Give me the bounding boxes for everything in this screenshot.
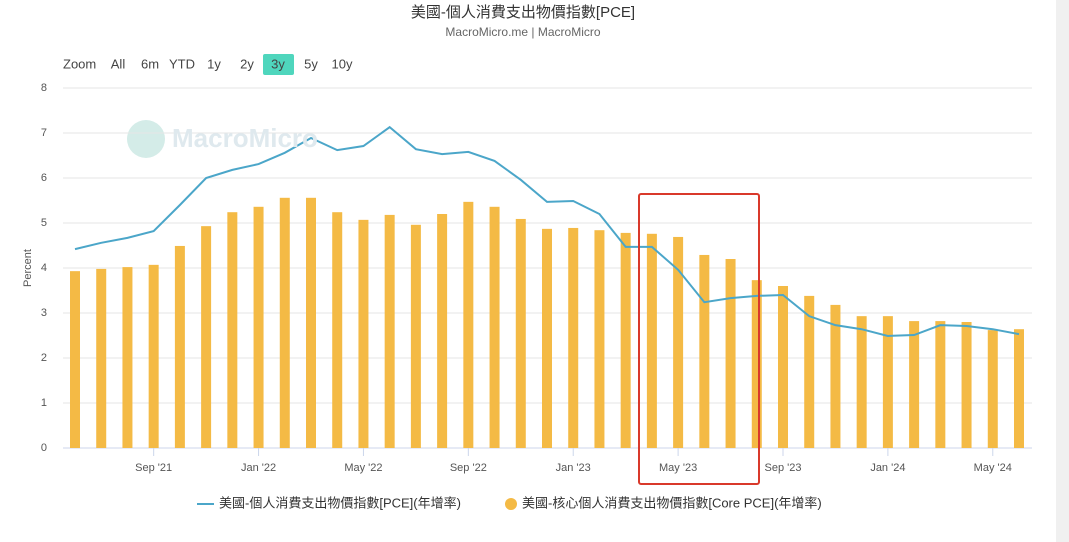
y-tick-label: 0 [41, 442, 47, 454]
bar [699, 254, 710, 448]
y-tick-label: 6 [41, 172, 47, 184]
chart-subtitle: MacroMicro.me | MacroMicro [445, 25, 600, 39]
x-tick-label: May '24 [974, 462, 1012, 474]
bar [148, 264, 159, 448]
y-tick-label: 3 [41, 307, 47, 319]
range-button[interactable]: 6m [141, 56, 159, 71]
bar [332, 212, 343, 448]
bar [830, 304, 841, 448]
bar [279, 197, 290, 448]
range-button[interactable]: 10y [332, 56, 353, 71]
x-tick-label: Sep '21 [135, 462, 172, 474]
watermark-logo [127, 120, 165, 158]
bar [174, 245, 185, 448]
bar [856, 316, 867, 448]
legend-marker [505, 498, 517, 510]
y-tick-label: 2 [41, 352, 47, 364]
bar [987, 330, 998, 448]
range-button[interactable]: All [111, 56, 126, 71]
bar [122, 267, 133, 448]
bar [227, 212, 238, 448]
bar [358, 219, 369, 448]
range-button-active [263, 54, 294, 75]
bar [489, 206, 500, 448]
x-tick-label: Sep '22 [450, 462, 487, 474]
bar [882, 316, 893, 448]
bar [437, 214, 448, 448]
x-tick-label: May '23 [659, 462, 697, 474]
x-tick-label: May '22 [344, 462, 382, 474]
y-tick-label: 4 [41, 262, 47, 274]
x-tick-label: Sep '23 [765, 462, 802, 474]
range-button[interactable]: 2y [240, 56, 254, 71]
y-tick-label: 7 [41, 127, 47, 139]
chart-title: 美國-個人消費支出物價指數[PCE] [411, 4, 635, 21]
bar [594, 230, 605, 448]
bar [646, 233, 657, 448]
range-button[interactable]: 5y [304, 56, 318, 71]
bar [463, 201, 474, 448]
range-button[interactable]: 1y [207, 56, 221, 71]
scroll-strip [1056, 0, 1069, 542]
zoom-label: Zoom [63, 56, 96, 71]
bar [673, 236, 684, 448]
bar [96, 268, 107, 448]
bar [1014, 329, 1024, 448]
bar [70, 271, 80, 448]
y-tick-label: 8 [41, 82, 47, 94]
bar [909, 321, 920, 448]
highlight-box [638, 193, 760, 485]
watermark: MacroMicro [172, 123, 318, 153]
legend-label: 美國-核心個人消費支出物價指數[Core PCE](年增率) [522, 495, 822, 510]
bar [725, 259, 736, 448]
bar [384, 214, 395, 448]
legend-label: 美國-個人消費支出物價指數[PCE](年增率) [219, 495, 461, 510]
bar [935, 321, 946, 448]
bar [410, 224, 421, 448]
x-tick-label: Jan '24 [870, 462, 905, 474]
bar [751, 280, 762, 448]
x-tick-label: Jan '23 [556, 462, 591, 474]
bar [515, 218, 526, 448]
line [74, 125, 1020, 337]
bar [253, 206, 264, 448]
range-button[interactable]: YTD [169, 56, 195, 71]
bar [620, 232, 631, 448]
y-tick-label: 5 [41, 217, 47, 229]
bar [961, 322, 972, 448]
y-axis-label: Percent [22, 249, 34, 287]
bar [778, 286, 788, 448]
bar [542, 228, 552, 448]
y-tick-label: 1 [41, 397, 47, 409]
bar [804, 295, 815, 448]
bar [201, 226, 212, 448]
range-button[interactable]: 3y [271, 56, 285, 71]
bar [568, 227, 579, 448]
x-tick-label: Jan '22 [241, 462, 276, 474]
bar [306, 197, 316, 448]
